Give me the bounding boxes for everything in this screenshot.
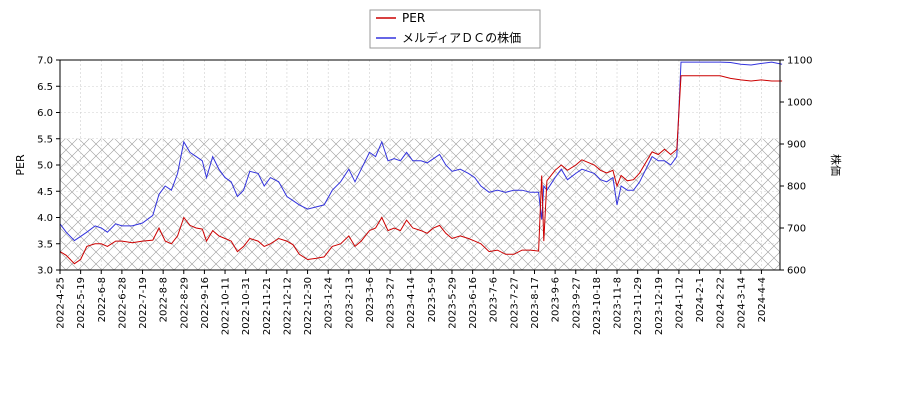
x-tick-label: 2022-4-25: [56, 277, 67, 329]
x-tick-label: 2023-11-8: [613, 277, 624, 329]
x-tick-label: 2023-3-27: [386, 277, 397, 329]
x-tick-label: 2023-2-13: [344, 277, 355, 329]
x-tick-label: 2023-3-6: [365, 277, 376, 322]
left-tick-label: 5.5: [37, 134, 53, 145]
left-tick-label: 4.5: [37, 187, 53, 198]
right-tick-label: 1000: [787, 98, 812, 109]
x-tick-label: 2022-12-12: [282, 277, 293, 335]
left-tick-label: 3.0: [37, 266, 53, 277]
legend-label-per: PER: [402, 11, 425, 25]
left-axis: 3.0 3.5 4.0 4.5 5.0 5.5 6.0 6.5 7.0: [37, 56, 60, 277]
x-tick-label: 2023-12-19: [654, 277, 665, 335]
right-tick-label: 800: [787, 182, 806, 193]
y-right-axis-title: 株価: [829, 154, 843, 176]
right-tick-label: 900: [787, 140, 806, 151]
x-tick-label: 2022-9-16: [200, 277, 211, 329]
right-axis: 600 700 800 900 1000 1100: [780, 56, 812, 277]
series-line-per: [59, 75, 783, 265]
x-tick-label: 2023-11-29: [633, 277, 644, 335]
x-tick-label: 2022-6-8: [97, 277, 108, 322]
left-tick-label: 7.0: [37, 56, 53, 67]
x-tick-label: 2024-3-14: [736, 277, 747, 329]
x-tick-label: 2023-4-14: [406, 277, 417, 329]
left-tick-label: 5.0: [37, 161, 53, 172]
legend-box: [369, 9, 541, 49]
x-tick-label: 2022-10-11: [221, 277, 232, 335]
left-tick-label: 6.5: [37, 82, 53, 93]
x-tick-label: 2024-4-4: [757, 277, 768, 322]
right-tick-label: 600: [787, 266, 806, 277]
series-line-price: [59, 61, 783, 242]
x-tick-label: 2022-8-29: [179, 277, 190, 329]
x-tick-label: 2023-5-29: [447, 277, 458, 329]
x-tick-label: 2022-8-8: [159, 277, 170, 322]
x-tick-label: 2023-7-6: [489, 277, 500, 322]
x-tick-label: 2023-8-17: [530, 277, 541, 329]
x-tick-label: 2023-7-27: [509, 277, 520, 329]
legend-label-price: メルディアＤＣの株価: [402, 30, 521, 45]
x-tick-label: 2023-5-9: [427, 277, 438, 322]
x-tick-label: 2022-12-30: [303, 277, 314, 335]
x-tick-label: 2022-7-19: [138, 277, 149, 329]
legend: PER メルディアＤＣの株価: [369, 9, 541, 49]
x-tick-label: 2024-2-22: [716, 277, 727, 329]
right-tick-label: 1100: [787, 56, 812, 67]
x-axis: 2022-4-25 2022-5-19 2022-6-8 2022-6-28 2022-…: [56, 270, 768, 335]
x-tick-label: 2024-2-1: [695, 277, 706, 322]
left-tick-label: 6.0: [37, 108, 53, 119]
hatch-band: [60, 138, 780, 270]
x-tick-label: 2022-10-31: [241, 277, 252, 335]
left-tick-label: 3.5: [37, 239, 53, 250]
x-tick-label: 2022-11-21: [262, 277, 273, 335]
x-tick-label: 2023-6-16: [468, 277, 479, 329]
x-tick-label: 2023-1-24: [324, 277, 335, 329]
x-tick-label: 2023-9-6: [551, 277, 562, 322]
left-tick-label: 4.0: [37, 213, 53, 224]
y-left-axis-title: PER: [14, 154, 27, 176]
x-tick-label: 2023-10-18: [592, 277, 603, 335]
x-tick-label: 2024-1-12: [674, 277, 685, 329]
x-tick-label: 2022-5-19: [76, 277, 87, 329]
x-tick-label: 2022-6-28: [117, 277, 128, 329]
x-tick-label: 2023-9-27: [571, 277, 582, 329]
right-tick-label: 700: [787, 224, 806, 235]
series-layer: [59, 61, 783, 265]
